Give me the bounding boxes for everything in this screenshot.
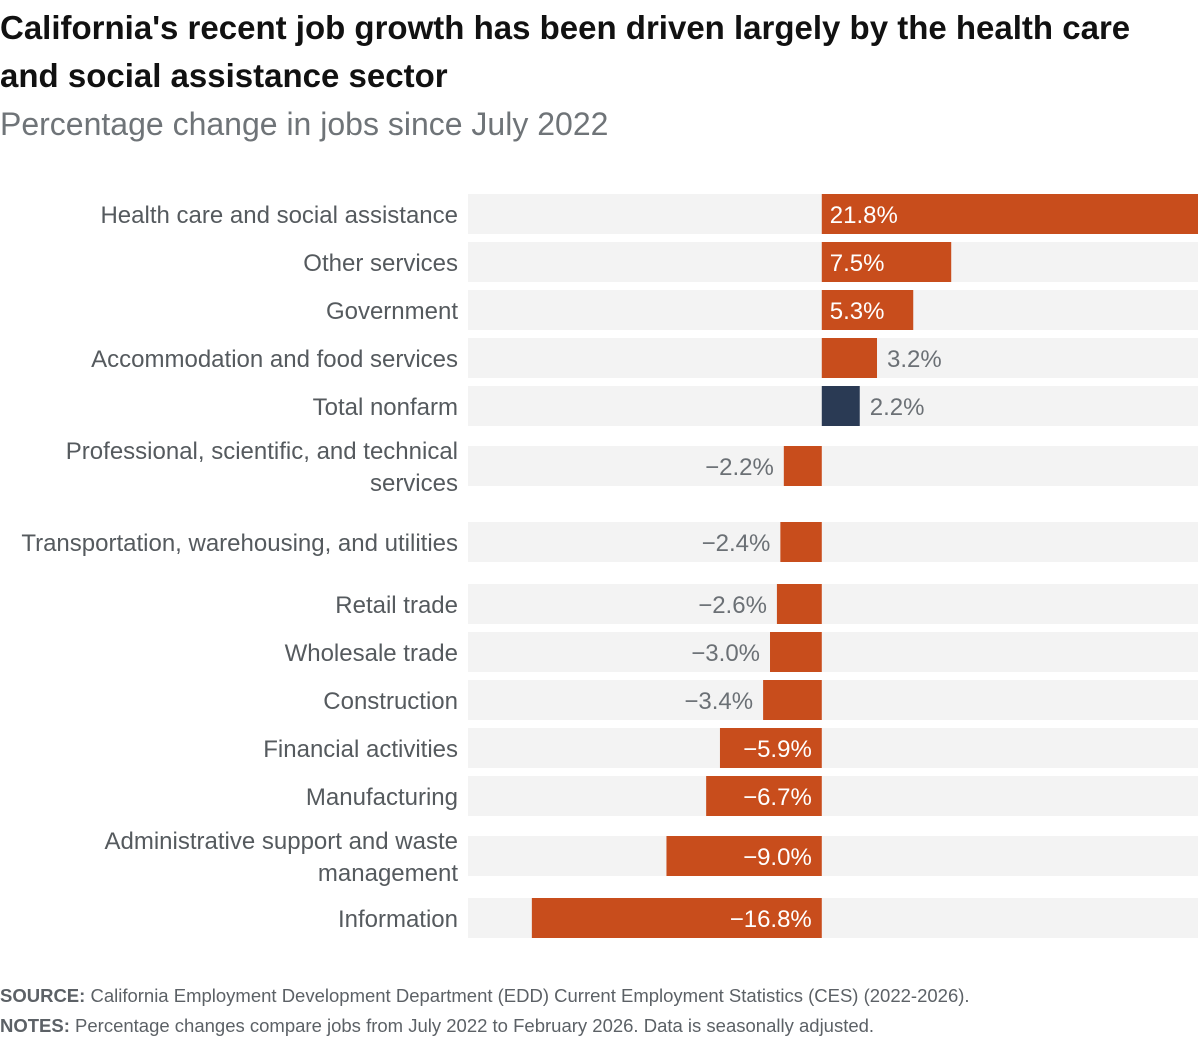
value-label: −9.0% — [743, 844, 812, 871]
bar-accommodation-and-food-services — [821, 338, 878, 378]
bar-row-health-care-and-social-assistance: Health care and social assistance 21.8% — [100, 194, 1198, 234]
bar-construction — [763, 680, 822, 720]
bar-financial-activities — [719, 728, 822, 768]
source-label: SOURCE: — [0, 985, 86, 1006]
category-label: Administrative support and waste manageme… — [104, 828, 458, 887]
category-label: Wholesale trade — [285, 640, 458, 667]
bar-row-professional-scientific-and-technical-services: Professional, scientific, and technical s… — [66, 438, 1198, 497]
category-label: Total nonfarm — [313, 394, 458, 421]
row-background — [468, 522, 1198, 562]
category-label: Professional, scientific, and technical s… — [66, 438, 458, 497]
category-label: Transportation, warehousing, and utiliti… — [21, 530, 458, 557]
value-label: 2.2% — [870, 394, 925, 421]
category-label: Manufacturing — [306, 784, 458, 811]
bar-row-transportation-warehousing-and-utilities: Transportation, warehousing, and utiliti… — [21, 522, 1198, 562]
category-label: Government — [326, 298, 458, 325]
chart-title: California's recent job growth has been … — [0, 9, 1131, 94]
bar-row-retail-trade: Retail trade −2.6% — [335, 584, 1198, 624]
row-background — [468, 836, 1198, 876]
bar-row-information: Information −16.8% — [338, 898, 1198, 938]
value-label: −16.8% — [730, 906, 812, 933]
chart-subtitle: Percentage change in jobs since July 202… — [0, 106, 609, 142]
value-label: 3.2% — [887, 346, 942, 373]
source-note: SOURCE: California Employment Developmen… — [0, 984, 970, 1008]
value-label: −2.6% — [698, 592, 767, 619]
row-background — [468, 446, 1198, 486]
category-label: Construction — [323, 688, 458, 715]
value-label: 5.3% — [830, 298, 885, 325]
bar-row-total-nonfarm: Total nonfarm 2.2% — [313, 386, 1198, 426]
bar-retail-trade — [776, 584, 822, 624]
bar-wholesale-trade — [770, 632, 822, 672]
value-label: −2.2% — [705, 454, 774, 481]
bar-row-accommodation-and-food-services: Accommodation and food services 3.2% — [91, 338, 1198, 378]
bar-government — [821, 290, 914, 330]
bar-row-financial-activities: Financial activities −5.9% — [263, 728, 1198, 768]
bar-total-nonfarm — [821, 386, 860, 426]
bar-chart: Health care and social assistance 21.8% Ot… — [21, 194, 1198, 938]
bar-row-wholesale-trade: Wholesale trade −3.0% — [285, 632, 1198, 672]
row-background — [468, 776, 1198, 816]
category-label: Financial activities — [263, 736, 458, 763]
category-label: Other services — [303, 250, 458, 277]
bar-row-construction: Construction −3.4% — [323, 680, 1198, 720]
bar-row-manufacturing: Manufacturing −6.7% — [306, 776, 1198, 816]
notes-note: NOTES: Percentage changes compare jobs f… — [0, 1014, 874, 1038]
value-label: −6.7% — [743, 784, 812, 811]
row-background — [468, 632, 1198, 672]
bar-row-administrative-support-and-waste-management: Administrative support and waste manageme… — [104, 828, 1198, 887]
row-background — [468, 728, 1198, 768]
value-label: 21.8% — [830, 202, 898, 229]
category-label: Retail trade — [335, 592, 458, 619]
bar-administrative-support-and-waste-management — [666, 836, 822, 876]
value-label: 7.5% — [830, 250, 885, 277]
bar-row-other-services: Other services 7.5% — [303, 242, 1198, 282]
bar-information — [531, 898, 822, 938]
notes-label: NOTES: — [0, 1015, 70, 1036]
category-label: Accommodation and food services — [91, 346, 458, 373]
bar-health-care-and-social-assistance — [821, 194, 1198, 234]
bar-row-government: Government 5.3% — [326, 290, 1198, 330]
source-text: California Employment Development Depart… — [85, 985, 970, 1006]
notes-text: Percentage changes compare jobs from Jul… — [69, 1015, 875, 1036]
category-label: Information — [338, 906, 458, 933]
bar-transportation-warehousing-and-utilities — [780, 522, 822, 562]
category-label: Health care and social assistance — [100, 202, 458, 229]
bar-professional-scientific-and-technical-services — [783, 446, 822, 486]
row-background — [468, 584, 1198, 624]
value-label: −2.4% — [702, 530, 771, 557]
bar-manufacturing — [706, 776, 822, 816]
row-background — [468, 680, 1198, 720]
value-label: −3.0% — [691, 640, 760, 667]
value-label: −5.9% — [743, 736, 812, 763]
value-label: −3.4% — [684, 688, 753, 715]
bar-other-services — [821, 242, 952, 282]
